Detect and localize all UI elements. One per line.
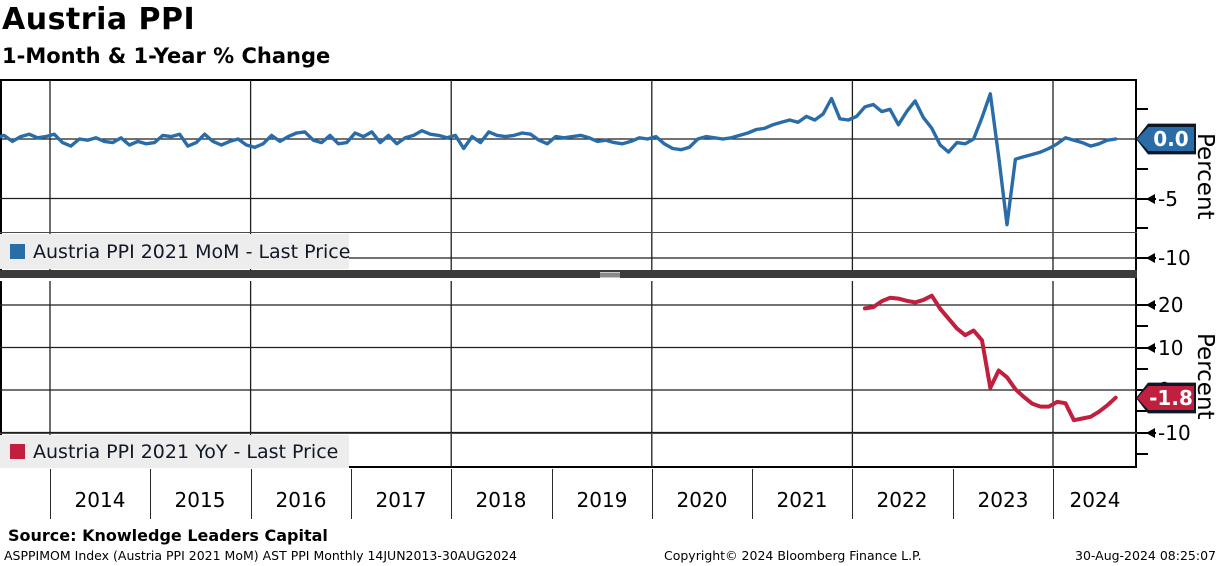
source-credit: Source: Knowledge Leaders Capital [8, 526, 328, 545]
chart-subtitle: 1-Month & 1-Year % Change [2, 44, 331, 68]
panel-separator-grip[interactable] [600, 272, 620, 278]
yoy-last-price-value: -1.8 [1149, 386, 1193, 410]
y-minor-tick [1137, 368, 1148, 370]
y-tick-label: -10 [1158, 246, 1191, 270]
x-tick [752, 469, 753, 519]
copyright-text: Copyright© 2024 Bloomberg Finance L.P. [664, 548, 922, 563]
y-tick-label: -5 [1158, 187, 1178, 211]
yoy-legend-swatch-icon [10, 444, 25, 459]
y-tick-arrow-icon [1146, 253, 1155, 263]
top-panel-frame [0, 79, 1137, 81]
x-tick-label: 2022 [876, 488, 928, 512]
timestamp: 30-Aug-2024 08:25:07 [1075, 548, 1216, 563]
y-tick-label: 10 [1158, 336, 1184, 360]
x-tick [852, 469, 853, 519]
y-tick-label: 20 [1158, 293, 1184, 317]
x-tick [552, 469, 553, 519]
x-tick-label: 2016 [275, 488, 327, 512]
legend-row-yoy[interactable]: Austria PPI 2021 YoY - Last Price [0, 433, 1137, 468]
top-panel-y-axis-title: Percent [1192, 133, 1218, 220]
x-axis-line [0, 466, 1137, 468]
y-minor-tick [1137, 325, 1148, 327]
x-tick [351, 469, 352, 519]
y-minor-tick [1137, 108, 1148, 110]
y-tick-label: -10 [1158, 421, 1191, 445]
y-minor-tick [1137, 227, 1148, 229]
x-tick-label: 2023 [977, 488, 1029, 512]
mom-last-price-value: 0.0 [1153, 127, 1189, 151]
x-tick-label: 2017 [375, 488, 427, 512]
legend-row-mom[interactable]: Austria PPI 2021 MoM - Last Price [0, 232, 1137, 269]
x-tick [953, 469, 954, 519]
x-tick [251, 469, 252, 519]
page-title: Austria PPI [2, 2, 196, 37]
x-tick [1053, 469, 1054, 519]
y-tick-arrow-icon [1146, 343, 1155, 353]
security-info: ASPPIMOM Index (Austria PPI 2021 MoM) AS… [4, 548, 517, 563]
mom-legend-label: Austria PPI 2021 MoM - Last Price [33, 240, 351, 263]
mom-last-price-badge: 0.0 [1136, 123, 1196, 155]
yoy-last-price-badge: -1.8 [1136, 382, 1196, 414]
y-minor-tick [1137, 410, 1148, 412]
panel-separator [0, 270, 1137, 278]
x-tick [451, 469, 452, 519]
x-tick [50, 469, 51, 519]
x-tick-label: 2015 [174, 488, 226, 512]
x-tick-label: 2018 [475, 488, 527, 512]
x-tick-label: 2024 [1069, 488, 1121, 512]
x-tick [652, 469, 653, 519]
y-minor-tick [1137, 453, 1148, 455]
x-tick-label: 2021 [776, 488, 828, 512]
x-tick-label: 2019 [576, 488, 628, 512]
x-tick-label: 2014 [74, 488, 126, 512]
bottom-panel-left-axis [0, 281, 2, 468]
yoy-legend-label: Austria PPI 2021 YoY - Last Price [33, 440, 339, 463]
bottom-panel-y-axis-title: Percent [1192, 333, 1218, 420]
y-tick-arrow-icon [1146, 428, 1155, 438]
x-tick-label: 2020 [676, 488, 728, 512]
y-tick-arrow-icon [1146, 300, 1155, 310]
y-minor-tick [1137, 168, 1148, 170]
y-tick-arrow-icon [1146, 194, 1155, 204]
mom-legend-swatch-icon [10, 244, 25, 259]
x-tick [150, 469, 151, 519]
